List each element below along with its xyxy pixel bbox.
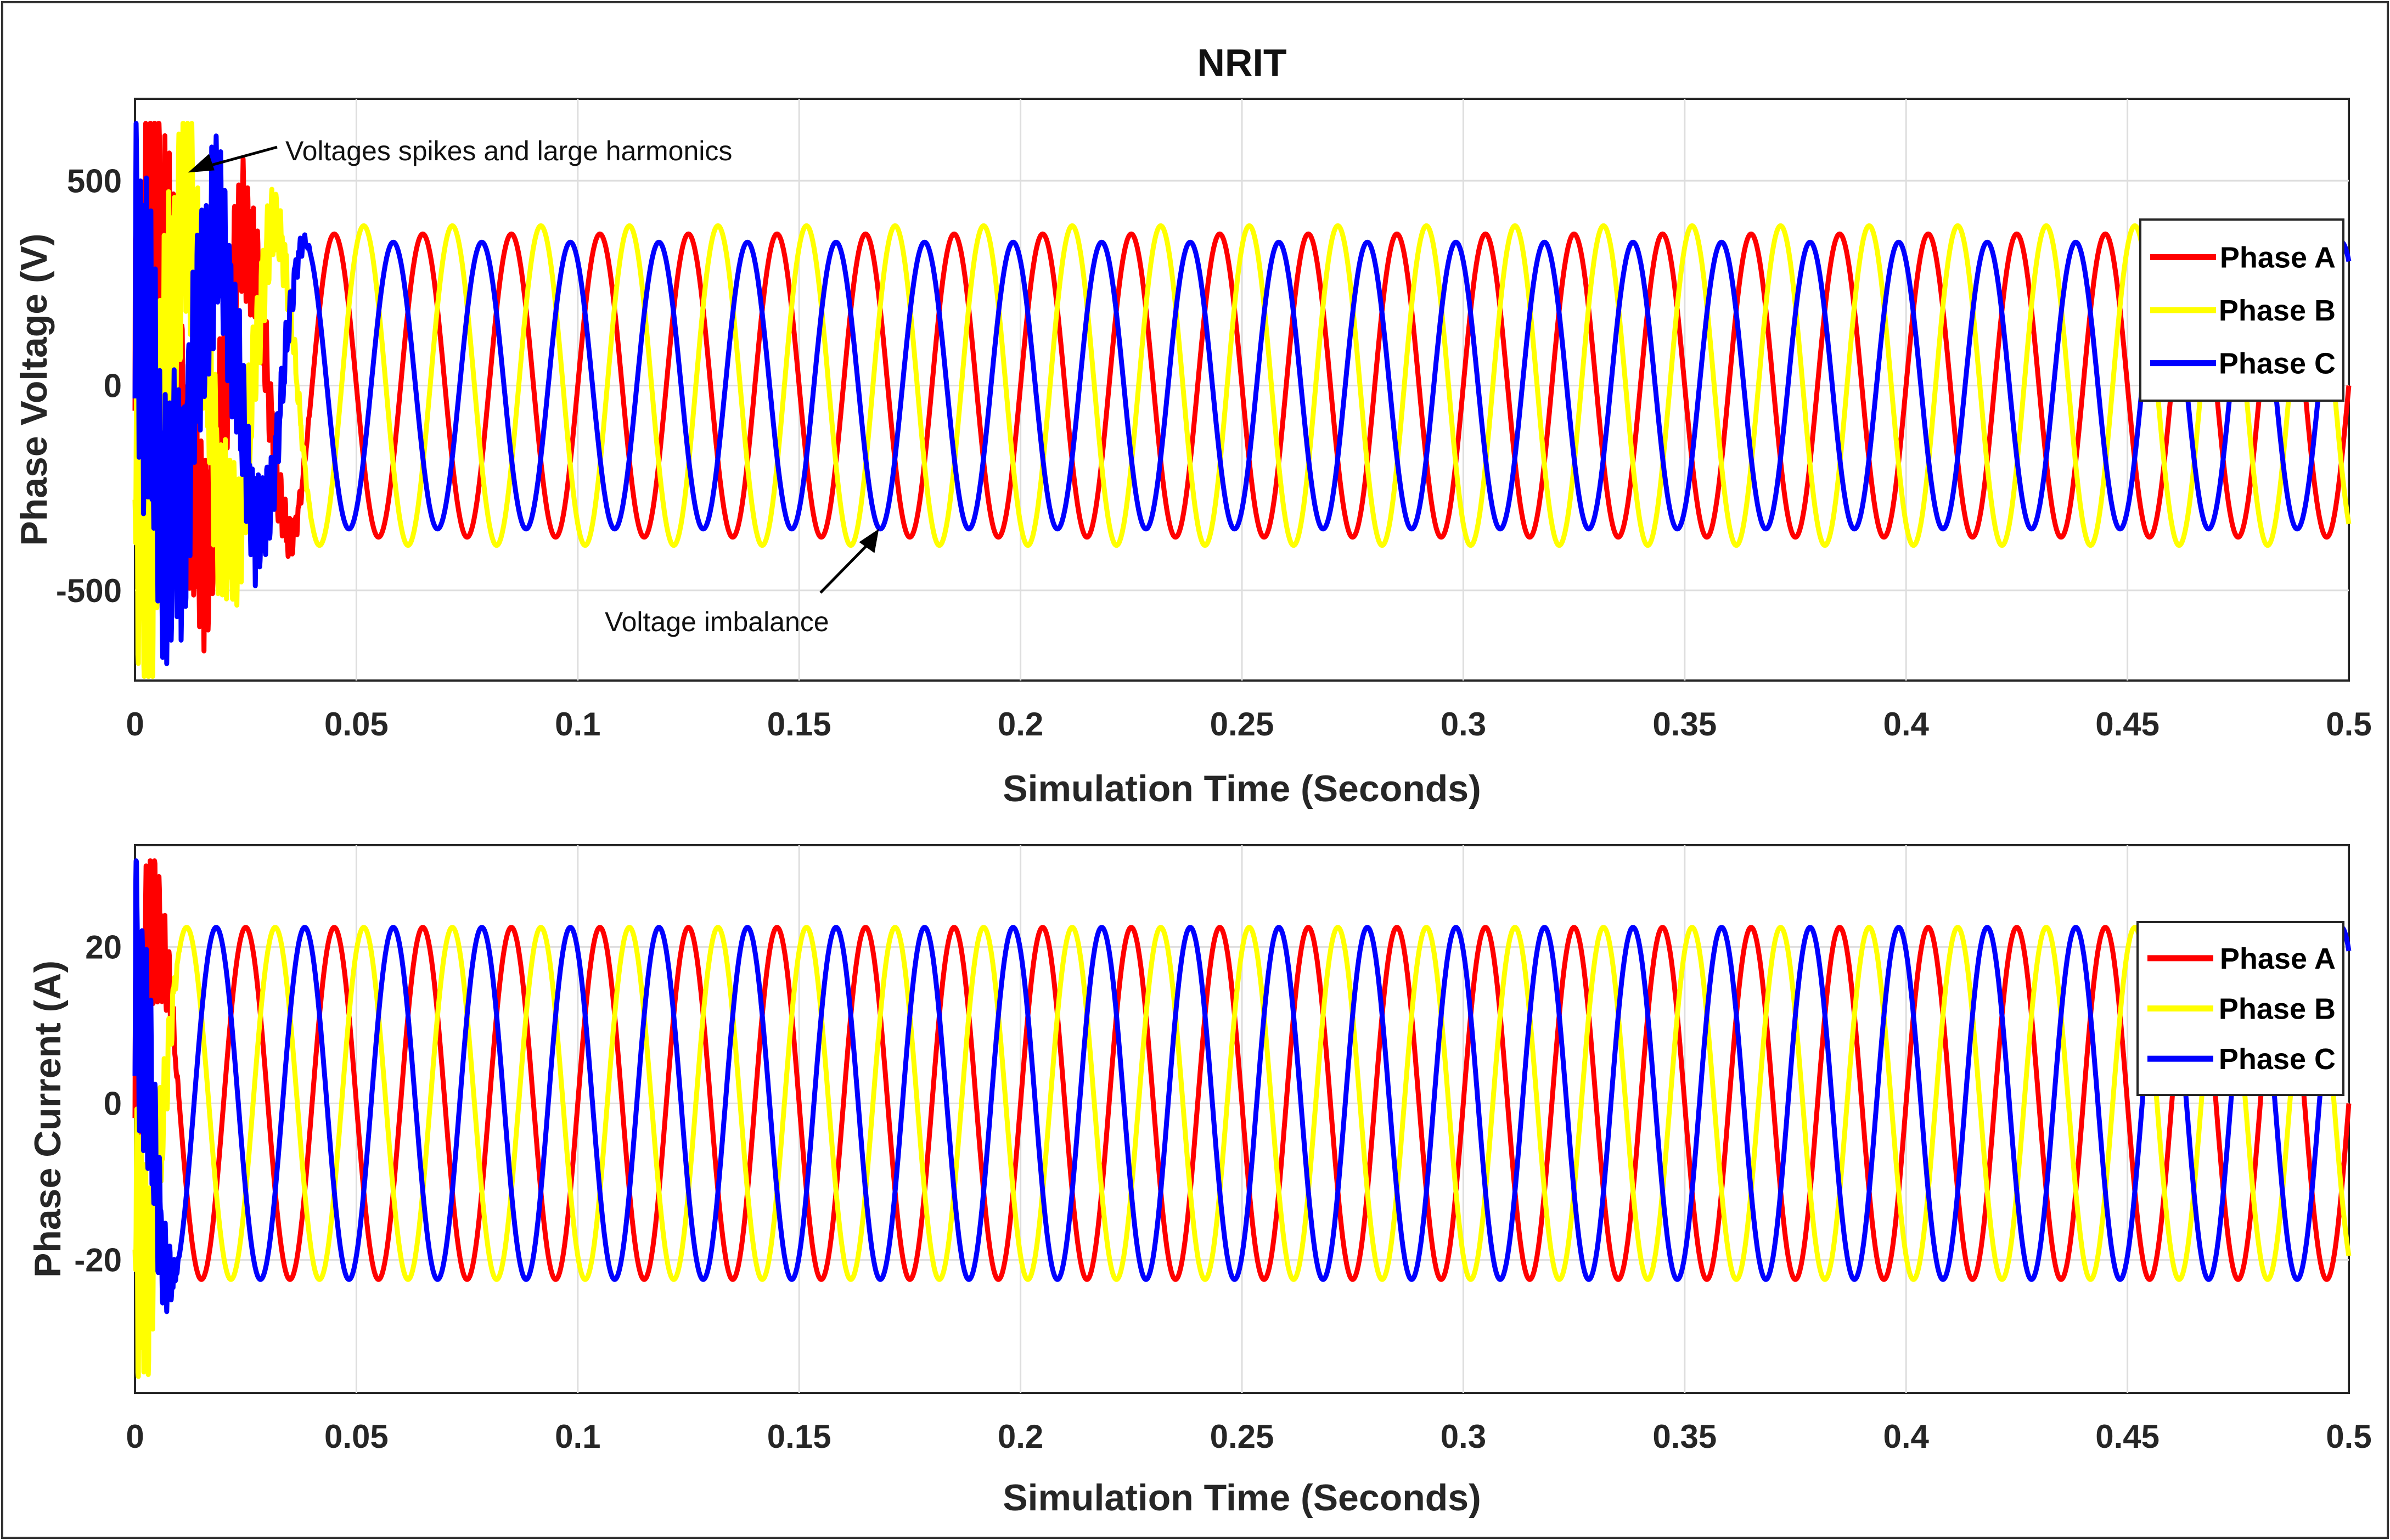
series-phase-c	[132, 121, 2352, 666]
x-tick-label: 0.5	[2326, 1418, 2371, 1455]
legend-label: Phase A	[2220, 241, 2336, 274]
series-phase-b	[132, 121, 2352, 679]
annotation-arrowhead-spikes	[188, 154, 215, 173]
y-tick-label: 0	[104, 1085, 122, 1122]
y-tick-label: 20	[85, 929, 122, 965]
y-tick-label: -20	[74, 1242, 122, 1279]
series-phase-a	[132, 121, 2352, 654]
series-phase-b	[132, 925, 2352, 1379]
voltage-y-axis-label: Phase Voltage (V)	[13, 233, 55, 546]
voltage-x-axis-label: Simulation Time (Seconds)	[1003, 768, 1481, 810]
x-tick-label: 0.5	[2326, 706, 2371, 743]
voltage-annotations: Voltages spikes and large harmonics Volta…	[188, 136, 879, 637]
chart-title: NRIT	[1197, 41, 1286, 84]
x-tick-label: 0.35	[1652, 706, 1717, 743]
current-legend[interactable]: Phase A Phase B Phase C	[2136, 921, 2344, 1096]
annotation-arrowhead-imbalance	[859, 529, 879, 553]
current-y-axis-label: Phase Current (A)	[27, 960, 69, 1278]
y-tick-label: 0	[104, 368, 122, 404]
x-tick-label: 0.35	[1652, 1418, 1717, 1455]
x-tick-label: 0.05	[324, 706, 389, 743]
legend-label: Phase B	[2219, 294, 2336, 327]
x-tick-label: 0.4	[1883, 1418, 1929, 1455]
current-series	[132, 858, 2352, 1379]
x-tick-label: 0.2	[998, 1418, 1043, 1455]
x-tick-label: 0.45	[2095, 706, 2160, 743]
voltage-ticks: 0 0.05 0.1 0.15 0.2 0.25 0.3 0.35 0.4 0.45 0.5 -500…	[56, 162, 2372, 743]
legend-label: Phase C	[2219, 1043, 2336, 1076]
x-tick-label: 0.3	[1441, 1418, 1486, 1455]
x-tick-label: 0.05	[324, 1418, 389, 1455]
annotation-arrow-imbalance	[819, 540, 873, 594]
legend-label: Phase B	[2219, 993, 2336, 1026]
voltage-series	[132, 121, 2352, 679]
x-tick-label: 0.2	[998, 706, 1043, 743]
x-tick-label: 0.15	[767, 1418, 831, 1455]
current-ticks: 0 0.05 0.1 0.15 0.2 0.25 0.3 0.35 0.4 0.45 0.5 -20 0…	[74, 929, 2371, 1455]
x-tick-label: 0.4	[1883, 706, 1929, 743]
annotation-arrow-spikes	[200, 145, 278, 170]
annotation-spikes: Voltages spikes and large harmonics	[285, 136, 732, 166]
x-tick-label: 0.1	[555, 706, 600, 743]
legend-label: Phase A	[2220, 942, 2336, 975]
current-x-axis-label: Simulation Time (Seconds)	[1003, 1477, 1481, 1519]
y-tick-label: 500	[67, 162, 122, 199]
x-tick-label: 0.15	[767, 706, 831, 743]
x-tick-label: 0.25	[1210, 1418, 1274, 1455]
series-phase-c	[132, 858, 2352, 1314]
x-tick-label: 0	[126, 1418, 144, 1455]
annotation-imbalance: Voltage imbalance	[605, 606, 829, 637]
voltage-legend[interactable]: Phase A Phase B Phase C	[2139, 218, 2344, 402]
x-tick-label: 0.45	[2095, 1418, 2160, 1455]
legend-label: Phase C	[2219, 347, 2336, 380]
series-phase-a	[132, 858, 2352, 1282]
current-chart: 0 0.05 0.1 0.15 0.2 0.25 0.3 0.35 0.4 0.45 0.5 -20 0…	[27, 844, 2372, 1519]
voltage-chart: NRIT 0 0.05 0.1 0.15 0.2 0.25 0.3 0.35 0.4 0.45 0.…	[13, 41, 2372, 810]
y-tick-label: -500	[56, 572, 122, 609]
x-tick-label: 0.3	[1441, 706, 1486, 743]
x-tick-label: 0.25	[1210, 706, 1274, 743]
x-tick-label: 0	[126, 706, 144, 743]
x-tick-label: 0.1	[555, 1418, 600, 1455]
